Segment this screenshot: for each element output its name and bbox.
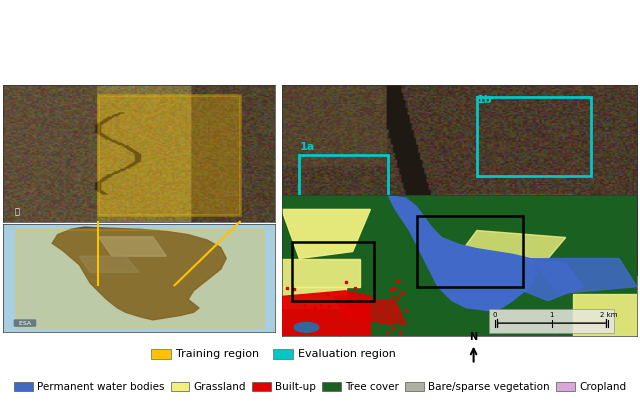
Polygon shape (99, 237, 166, 256)
Polygon shape (388, 195, 538, 311)
Polygon shape (335, 296, 406, 324)
Text: 1: 1 (549, 312, 554, 318)
Text: N: N (470, 332, 477, 342)
Bar (99, 95, 240, 215)
Polygon shape (282, 195, 637, 336)
Text: 2 km: 2 km (600, 312, 617, 318)
Legend: Training region, Evaluation region: Training region, Evaluation region (147, 344, 401, 364)
Polygon shape (52, 227, 227, 320)
Legend: Permanent water bodies, Grassland, Built-up, Tree cover, Bare/sparse vegetation,: Permanent water bodies, Grassland, Built… (10, 377, 630, 396)
Polygon shape (513, 258, 584, 301)
Polygon shape (282, 258, 360, 287)
Bar (300, 155, 388, 203)
Polygon shape (282, 291, 371, 336)
Text: ESA: ESA (15, 321, 35, 326)
Text: 🌐: 🌐 (14, 208, 19, 217)
Text: 1b: 1b (477, 95, 493, 105)
Polygon shape (282, 287, 346, 308)
Bar (477, 97, 591, 176)
Circle shape (294, 255, 319, 268)
Text: 1a: 1a (300, 142, 315, 152)
Polygon shape (282, 209, 371, 258)
Text: 0: 0 (492, 312, 497, 318)
Polygon shape (573, 294, 637, 336)
Polygon shape (530, 258, 637, 294)
Polygon shape (460, 230, 566, 258)
Polygon shape (79, 256, 140, 272)
Circle shape (294, 322, 319, 332)
Text: T: T (227, 202, 236, 214)
